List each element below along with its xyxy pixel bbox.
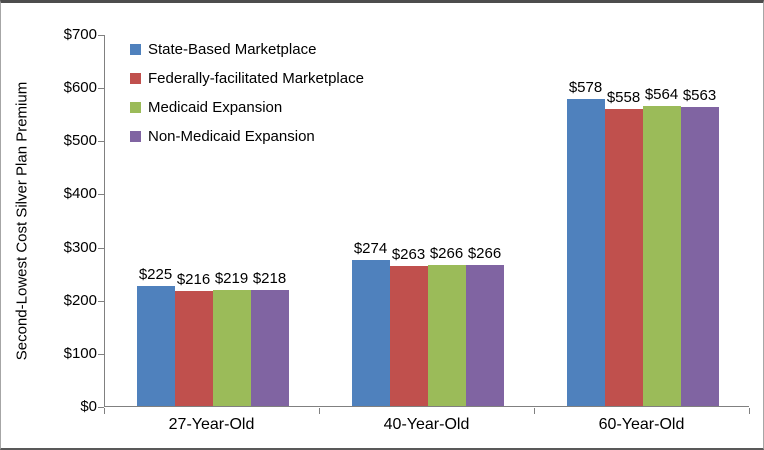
bar-value-label: $558 [606, 89, 641, 107]
bar: $218 [250, 270, 289, 406]
bar: $558 [604, 89, 643, 406]
y-tick-mark [98, 88, 104, 90]
x-tick-mark [749, 408, 750, 414]
bar: $216 [174, 271, 213, 406]
bar-group: $225 $216 $219 $218 [105, 35, 320, 406]
x-tick-mark [534, 408, 535, 414]
y-tick-label: $0 [80, 398, 97, 415]
legend-item: Medicaid Expansion [130, 99, 364, 116]
bar-value-label: $578 [568, 78, 603, 96]
y-axis-title: Second-Lowest Cost Silver Plan Premium [13, 81, 31, 361]
bar-value-label: $266 [467, 244, 502, 262]
bar: $578 [566, 79, 605, 406]
bar-value-label: $216 [176, 271, 211, 289]
bar-value-label: $219 [214, 269, 249, 287]
legend-swatch [130, 131, 141, 142]
y-tick-label: $400 [63, 185, 97, 203]
bar-value-label: $563 [682, 86, 717, 104]
x-tick-mark [319, 408, 320, 414]
legend-item: Federally-facilitated Marketplace [130, 70, 364, 87]
y-tick-label: $500 [63, 132, 97, 150]
x-category-label: 60-Year-Old [598, 416, 685, 433]
y-tick-mark [98, 141, 104, 143]
x-tick-mark [104, 408, 105, 414]
bar: $266 [427, 245, 466, 406]
x-category-label: 27-Year-Old [168, 416, 255, 433]
y-tick-mark [98, 353, 104, 355]
legend: State-Based Marketplace Federally-facilit… [130, 41, 364, 157]
legend-label: Federally-facilitated Marketplace [148, 70, 364, 87]
y-tick-label: $600 [63, 79, 97, 97]
x-category-label: 40-Year-Old [383, 416, 470, 433]
bar: $274 [351, 240, 390, 406]
legend-label: Non-Medicaid Expansion [148, 128, 315, 145]
legend-label: Medicaid Expansion [148, 99, 283, 116]
y-tick-label: $100 [63, 344, 97, 362]
bar: $225 [136, 266, 175, 406]
y-tick-mark [98, 194, 104, 196]
plot-area: $225 $216 $219 $218 $274 $263 $266 $266 $578 $558… [104, 35, 749, 407]
legend-item: State-Based Marketplace [130, 41, 364, 58]
legend-swatch [130, 44, 141, 55]
legend-label: State-Based Marketplace [148, 41, 317, 58]
bar-value-label: $225 [138, 266, 173, 284]
bar: $266 [465, 245, 504, 406]
y-tick-label: $200 [63, 291, 97, 309]
y-tick-mark [98, 35, 104, 36]
y-tick-label: $300 [63, 238, 97, 256]
y-tick-mark [98, 407, 104, 408]
bar-value-label: $274 [353, 240, 388, 258]
bar-value-label: $266 [429, 244, 464, 262]
bar: $219 [212, 270, 251, 406]
y-tick-mark [98, 300, 104, 302]
legend-swatch [130, 73, 141, 84]
bar: $564 [642, 86, 681, 406]
bar: $263 [389, 246, 428, 406]
y-tick-label: $700 [63, 26, 97, 43]
bar-value-label: $263 [391, 246, 426, 264]
legend-item: Non-Medicaid Expansion [130, 128, 364, 145]
bar-group: $274 $263 $266 $266 [320, 35, 535, 406]
bar: $563 [680, 87, 719, 406]
legend-swatch [130, 102, 141, 113]
bar-group: $578 $558 $564 $563 [535, 35, 750, 406]
bar-value-label: $564 [644, 86, 679, 104]
bar-value-label: $218 [252, 270, 287, 288]
y-tick-mark [98, 247, 104, 249]
